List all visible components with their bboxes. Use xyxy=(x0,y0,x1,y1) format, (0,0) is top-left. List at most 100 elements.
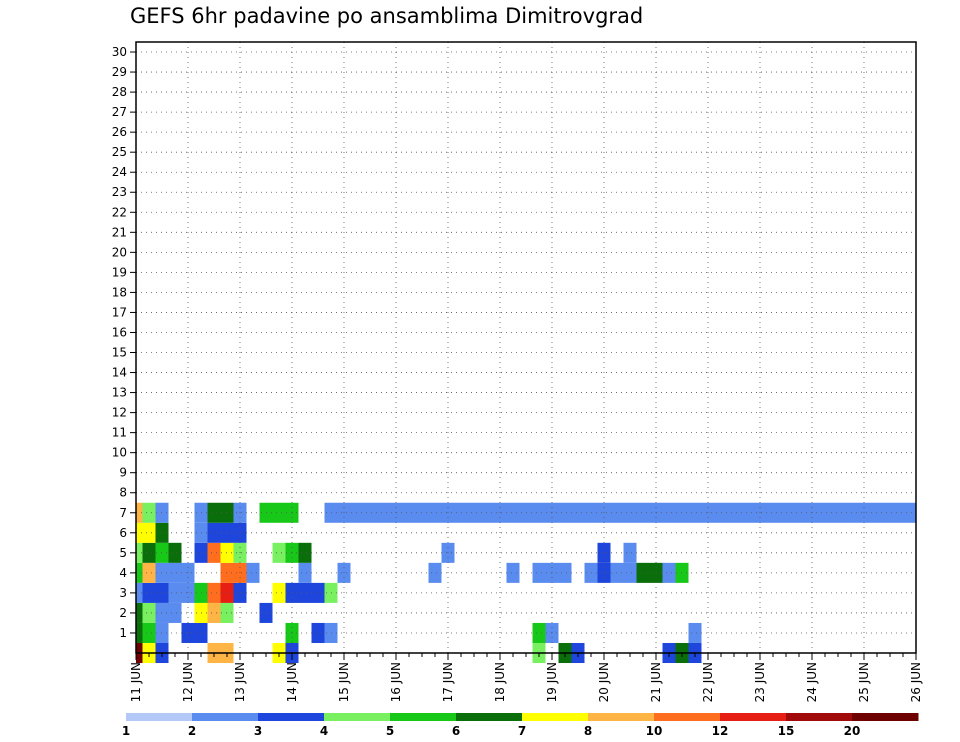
legend-swatch xyxy=(588,713,655,721)
y-tick-label: 7 xyxy=(119,506,127,520)
y-tick-label: 13 xyxy=(112,386,127,400)
heatmap-cell xyxy=(818,502,832,523)
heatmap-cell xyxy=(636,562,650,583)
y-tick-label: 18 xyxy=(112,285,127,299)
y-tick-label: 3 xyxy=(119,586,127,600)
x-tick-label: 23 JUN xyxy=(753,662,767,702)
legend-swatch xyxy=(720,713,787,721)
y-tick-label: 5 xyxy=(119,546,127,560)
heatmap-cell xyxy=(136,602,143,623)
x-tick-label: 26 JUN xyxy=(909,662,923,702)
heatmap-cell xyxy=(272,582,286,603)
legend-label: 15 xyxy=(778,724,795,738)
heatmap-cell xyxy=(376,502,390,523)
y-tick-label: 14 xyxy=(112,366,127,380)
legend-label: 6 xyxy=(452,724,460,738)
heatmap-cell xyxy=(142,502,156,523)
heatmap-cell xyxy=(168,562,182,583)
heatmap-cell xyxy=(688,622,702,643)
heatmap-cell xyxy=(662,562,676,583)
legend-swatch xyxy=(654,713,721,721)
heatmap-cell xyxy=(136,502,143,523)
heatmap-cell xyxy=(207,582,221,603)
y-tick-label: 6 xyxy=(119,526,127,540)
heatmap-cell xyxy=(506,502,520,523)
y-tick-label: 15 xyxy=(112,346,127,360)
heatmap-cell xyxy=(136,542,143,563)
x-tick-label: 25 JUN xyxy=(857,662,871,702)
y-tick-label: 22 xyxy=(112,205,127,219)
x-tick-label: 18 JUN xyxy=(493,662,507,702)
heatmap-cell xyxy=(831,502,845,523)
heatmap-cell xyxy=(272,502,286,523)
heatmap-cell xyxy=(883,502,897,523)
heatmap-cell xyxy=(298,582,312,603)
heatmap-cell xyxy=(207,542,221,563)
y-tick-label: 20 xyxy=(112,245,127,259)
heatmap-cell xyxy=(246,562,260,583)
x-tick-label: 24 JUN xyxy=(805,662,819,702)
legend-swatch xyxy=(786,713,853,721)
heatmap-cell xyxy=(558,562,572,583)
heatmap-cell xyxy=(168,582,182,603)
heatmap-cell xyxy=(136,522,143,543)
y-tick-label: 8 xyxy=(119,486,127,500)
legend-swatch xyxy=(852,713,919,721)
heatmap-cell xyxy=(428,502,442,523)
heatmap-cell xyxy=(207,502,221,523)
heatmap-cell xyxy=(571,502,585,523)
legend-label: 2 xyxy=(188,724,196,738)
y-tick-label: 2 xyxy=(119,606,127,620)
y-tick-label: 26 xyxy=(112,125,127,139)
heatmap-cell xyxy=(402,502,416,523)
heatmap-cell xyxy=(142,522,156,543)
legend-swatch xyxy=(126,713,193,721)
heatmap-cell xyxy=(467,502,481,523)
x-tick-label: 13 JUN xyxy=(233,662,247,702)
heatmap-cell xyxy=(142,582,156,603)
legend-label: 12 xyxy=(712,724,729,738)
y-tick-label: 10 xyxy=(112,446,127,460)
heatmap-cell xyxy=(623,542,637,563)
heatmap-cell xyxy=(363,502,377,523)
heatmap-cell xyxy=(623,562,637,583)
heatmap-cell xyxy=(168,542,182,563)
heatmap-cell xyxy=(532,502,546,523)
heatmap-cell xyxy=(298,562,312,583)
heatmap-cell xyxy=(136,562,143,583)
chart-axes: 1234567891011121314151617181920212223242… xyxy=(112,45,923,702)
heatmap-cell xyxy=(136,582,143,603)
heatmap-cell xyxy=(142,602,156,623)
heatmap-cell xyxy=(136,622,143,643)
x-tick-label: 21 JUN xyxy=(649,662,663,702)
x-tick-label: 15 JUN xyxy=(337,662,351,702)
heatmap-cell xyxy=(636,502,650,523)
x-tick-label: 17 JUN xyxy=(441,662,455,702)
heatmap-cell xyxy=(142,622,156,643)
y-tick-label: 4 xyxy=(119,566,127,580)
x-tick-label: 11 JUN xyxy=(129,662,143,702)
y-tick-label: 24 xyxy=(112,165,127,179)
heatmap-cell xyxy=(207,522,221,543)
legend-swatch xyxy=(324,713,391,721)
heatmap-cell xyxy=(727,502,741,523)
legend-label: 4 xyxy=(320,724,328,738)
legend-label: 5 xyxy=(386,724,394,738)
plot-frame xyxy=(135,41,917,654)
y-tick-label: 11 xyxy=(112,426,127,440)
legend-swatch xyxy=(522,713,589,721)
legend-swatch xyxy=(258,713,325,721)
heatmap-cell xyxy=(662,502,676,523)
heatmap-cells xyxy=(136,502,916,664)
y-tick-label: 17 xyxy=(112,305,127,319)
chart-gridlines xyxy=(136,42,916,653)
heatmap-cell xyxy=(168,602,182,623)
heatmap-cell xyxy=(896,502,910,523)
y-tick-label: 30 xyxy=(112,45,127,59)
heatmap-cell xyxy=(311,582,325,603)
legend-label: 3 xyxy=(254,724,262,738)
x-tick-label: 20 JUN xyxy=(597,662,611,702)
legend-label: 10 xyxy=(646,724,663,738)
heatmap-cell xyxy=(766,502,780,523)
